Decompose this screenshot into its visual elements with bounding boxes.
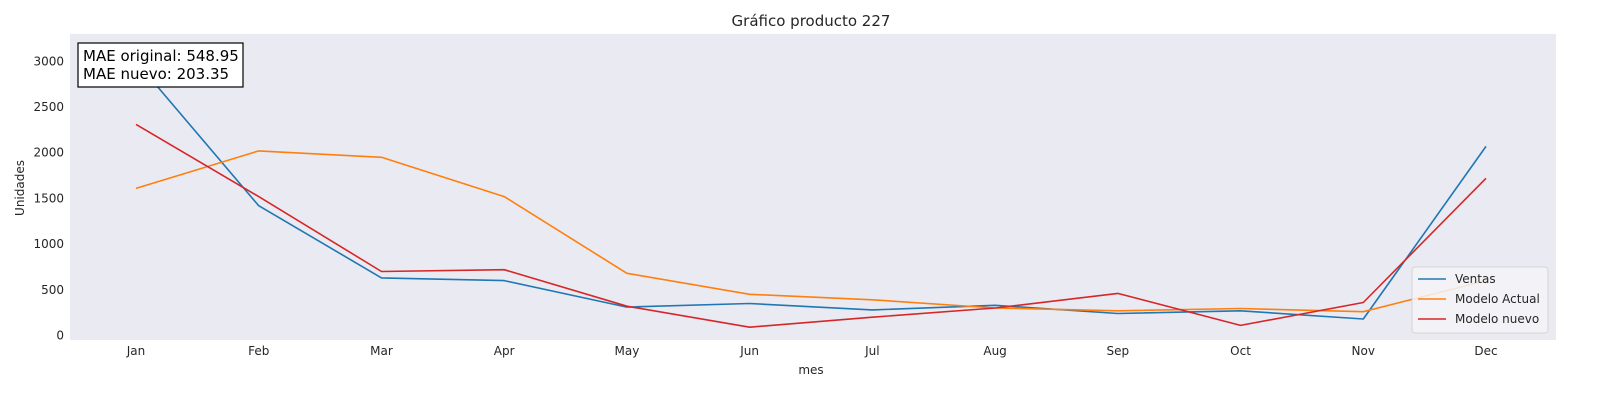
x-tick-label: Nov <box>1352 344 1375 358</box>
annotation-frame <box>77 42 244 88</box>
legend-label: Ventas <box>1455 272 1496 286</box>
legend: Ventas Modelo Actual Modelo nuevo <box>1411 266 1549 334</box>
series-line-modelo-nuevo <box>135 123 1487 329</box>
x-tick-label: Feb <box>248 344 269 358</box>
x-tick-label: Jan <box>126 344 146 358</box>
chart-title: Gráfico producto 227 <box>732 12 891 30</box>
y-tick-label: 2000 <box>33 146 64 160</box>
x-tick-label: Dec <box>1474 344 1497 358</box>
x-tick-label: Aug <box>983 344 1006 358</box>
annotation-line-mae-nuevo: MAE nuevo: 203.35 <box>83 65 229 83</box>
y-tick-label: 3000 <box>33 54 64 68</box>
x-tick-label: Oct <box>1230 344 1251 358</box>
y-tick-label: 0 <box>56 328 64 342</box>
series-line-modelo-actual <box>135 150 1487 313</box>
y-tick-label: 2500 <box>33 100 64 114</box>
series-lines <box>135 60 1487 329</box>
legend-frame <box>1411 266 1549 334</box>
y-axis-ticks: 0 500 1000 1500 2000 2500 3000 <box>33 54 64 342</box>
plot-area <box>70 34 1556 340</box>
x-tick-label: May <box>615 344 640 358</box>
x-tick-label: Apr <box>494 344 515 358</box>
x-tick-label: Sep <box>1107 344 1130 358</box>
y-axis-label: Unidades <box>13 160 27 216</box>
y-tick-label: 1000 <box>33 237 64 251</box>
annotation-line-mae-original: MAE original: 548.95 <box>83 47 239 65</box>
legend-label: Modelo Actual <box>1455 292 1540 306</box>
y-tick-label: 1500 <box>33 191 64 205</box>
x-axis-ticks: Jan Feb Mar Apr May Jun Jul Aug Sep Oct Nov Dec <box>126 344 1498 358</box>
x-tick-label: Jul <box>864 344 879 358</box>
series-line-ventas <box>135 60 1487 320</box>
x-tick-label: Jun <box>739 344 759 358</box>
x-tick-label: Mar <box>370 344 393 358</box>
x-axis-label: mes <box>798 363 823 377</box>
mae-annotation-box: MAE original: 548.95 MAE nuevo: 203.35 <box>77 42 244 88</box>
legend-label: Modelo nuevo <box>1455 312 1539 326</box>
y-tick-label: 500 <box>41 283 64 297</box>
